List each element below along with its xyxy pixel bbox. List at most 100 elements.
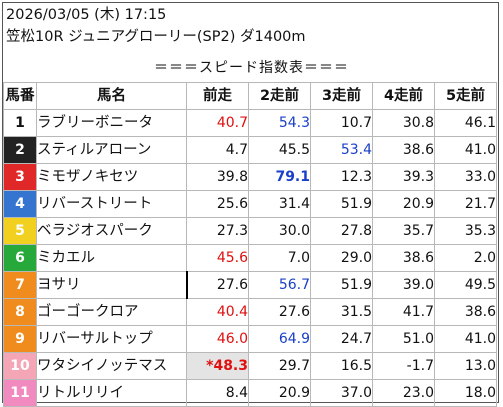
post-number-badge: 9: [3, 325, 37, 353]
last-race-index: 27.3: [186, 217, 249, 245]
4-races-ago-index: -1.7: [372, 352, 435, 380]
3-races-ago-index: 51.9: [310, 271, 373, 299]
5-races-ago-index: 18.0: [434, 379, 497, 407]
table-subtitle: ＝＝＝スピード指数表＝＝＝: [154, 60, 349, 76]
3-races-ago-index: 16.5: [310, 352, 373, 380]
5-races-ago-index: 49.5: [434, 271, 497, 299]
header-last-race: 前走: [186, 82, 249, 110]
table-row: 3 ミモザノキセツ 39.8 79.1 12.3 39.3 33.0: [3, 163, 497, 191]
header-2-races-ago: 2走前: [248, 82, 311, 110]
2-races-ago-index: 30.0: [248, 217, 311, 245]
table-header-row: 馬番 馬名 前走 2走前 3走前 4走前 5走前: [3, 82, 497, 110]
2-races-ago-index: 31.4: [248, 190, 311, 218]
last-race-index: 39.8: [186, 163, 249, 191]
horse-name: ワタシイノッテマス: [36, 352, 187, 380]
2-races-ago-index: 56.7: [248, 271, 311, 299]
horse-name: ヨサリ: [36, 271, 188, 299]
speed-index-table: 馬番 馬名 前走 2走前 3走前 4走前 5走前 1 ラブリーボニータ 40.7 54…: [3, 82, 497, 407]
table-row: 7 ヨサリ 27.6 56.7 51.9 39.0 49.5: [3, 271, 497, 299]
5-races-ago-index: 41.0: [434, 136, 497, 164]
race-datetime: 2026/03/05 (木) 17:15: [6, 7, 167, 23]
5-races-ago-index: 38.6: [434, 298, 497, 326]
race-title: 笠松10R ジュニアグローリー(SP2) ダ1400m: [6, 29, 306, 45]
post-number-badge: 2: [3, 136, 37, 164]
post-number-badge: 4: [3, 190, 37, 218]
3-races-ago-index: 12.3: [310, 163, 373, 191]
table-row: 4 リバーストリート 25.6 31.4 51.9 20.9 21.7: [3, 190, 497, 218]
horse-name: ゴーゴークロア: [36, 298, 187, 326]
4-races-ago-index: 39.3: [372, 163, 435, 191]
last-race-index: 25.6: [186, 190, 249, 218]
last-race-index: 40.7: [186, 109, 249, 137]
5-races-ago-index: 2.0: [434, 244, 497, 272]
post-number-badge: 7: [3, 271, 37, 299]
horse-name: ミモザノキセツ: [36, 163, 187, 191]
4-races-ago-index: 35.7: [372, 217, 435, 245]
table-row: 8 ゴーゴークロア 40.4 27.6 31.5 41.7 38.6: [3, 298, 497, 326]
post-number-badge: 3: [3, 163, 37, 191]
4-races-ago-index: 51.0: [372, 325, 435, 353]
3-races-ago-index: 51.9: [310, 190, 373, 218]
5-races-ago-index: 33.0: [434, 163, 497, 191]
last-race-index: 40.4: [186, 298, 249, 326]
horse-name: ベラジオスパーク: [36, 217, 187, 245]
3-races-ago-index: 24.7: [310, 325, 373, 353]
table-row: 9 リバーサルトップ 46.0 64.9 24.7 51.0 41.0: [3, 325, 497, 353]
2-races-ago-index: 7.0: [248, 244, 311, 272]
horse-name: スティルアローン: [36, 136, 187, 164]
4-races-ago-index: 41.7: [372, 298, 435, 326]
header-4-races-ago: 4走前: [372, 82, 435, 110]
post-number-badge: 11: [3, 379, 37, 407]
3-races-ago-index: 10.7: [310, 109, 373, 137]
5-races-ago-index: 21.7: [434, 190, 497, 218]
5-races-ago-index: 13.0: [434, 352, 497, 380]
3-races-ago-index: 27.8: [310, 217, 373, 245]
4-races-ago-index: 38.6: [372, 244, 435, 272]
4-races-ago-index: 39.0: [372, 271, 435, 299]
last-race-index: *48.3: [186, 352, 249, 380]
4-races-ago-index: 23.0: [372, 379, 435, 407]
horse-name: リバーストリート: [36, 190, 187, 218]
table-row: 10 ワタシイノッテマス *48.3 29.7 16.5 -1.7 13.0: [3, 352, 497, 380]
last-race-index: 27.6: [186, 271, 249, 299]
2-races-ago-index: 27.6: [248, 298, 311, 326]
2-races-ago-index: 29.7: [248, 352, 311, 380]
last-race-index: 45.6: [186, 244, 249, 272]
header-horse-name: 馬名: [36, 82, 187, 110]
4-races-ago-index: 38.6: [372, 136, 435, 164]
2-races-ago-index: 45.5: [248, 136, 311, 164]
last-race-index: 4.7: [186, 136, 249, 164]
3-races-ago-index: 37.0: [310, 379, 373, 407]
last-race-index: 8.4: [186, 379, 249, 407]
4-races-ago-index: 20.9: [372, 190, 435, 218]
horse-name: リバーサルトップ: [36, 325, 187, 353]
horse-name: ラブリーボニータ: [36, 109, 187, 137]
5-races-ago-index: 41.0: [434, 325, 497, 353]
2-races-ago-index: 54.3: [248, 109, 311, 137]
2-races-ago-index: 79.1: [248, 163, 311, 191]
post-number-badge: 5: [3, 217, 37, 245]
header-post-number: 馬番: [3, 82, 37, 110]
4-races-ago-index: 30.8: [372, 109, 435, 137]
2-races-ago-index: 20.9: [248, 379, 311, 407]
table-row: 6 ミカエル 45.6 7.0 29.0 38.6 2.0: [3, 244, 497, 272]
table-row: 2 スティルアローン 4.7 45.5 53.4 38.6 41.0: [3, 136, 497, 164]
post-number-badge: 8: [3, 298, 37, 326]
3-races-ago-index: 53.4: [310, 136, 373, 164]
3-races-ago-index: 29.0: [310, 244, 373, 272]
header-5-races-ago: 5走前: [434, 82, 497, 110]
last-race-index: 46.0: [186, 325, 249, 353]
table-row: 5 ベラジオスパーク 27.3 30.0 27.8 35.7 35.3: [3, 217, 497, 245]
post-number-badge: 1: [3, 109, 37, 137]
post-number-badge: 6: [3, 244, 37, 272]
horse-name: リトルリリイ: [36, 379, 187, 407]
3-races-ago-index: 31.5: [310, 298, 373, 326]
table-row: 11 リトルリリイ 8.4 20.9 37.0 23.0 18.0: [3, 379, 497, 407]
5-races-ago-index: 35.3: [434, 217, 497, 245]
header-3-races-ago: 3走前: [310, 82, 373, 110]
2-races-ago-index: 64.9: [248, 325, 311, 353]
table-row: 1 ラブリーボニータ 40.7 54.3 10.7 30.8 46.1: [3, 109, 497, 137]
post-number-badge: 10: [3, 352, 37, 380]
5-races-ago-index: 46.1: [434, 109, 497, 137]
horse-name: ミカエル: [36, 244, 187, 272]
